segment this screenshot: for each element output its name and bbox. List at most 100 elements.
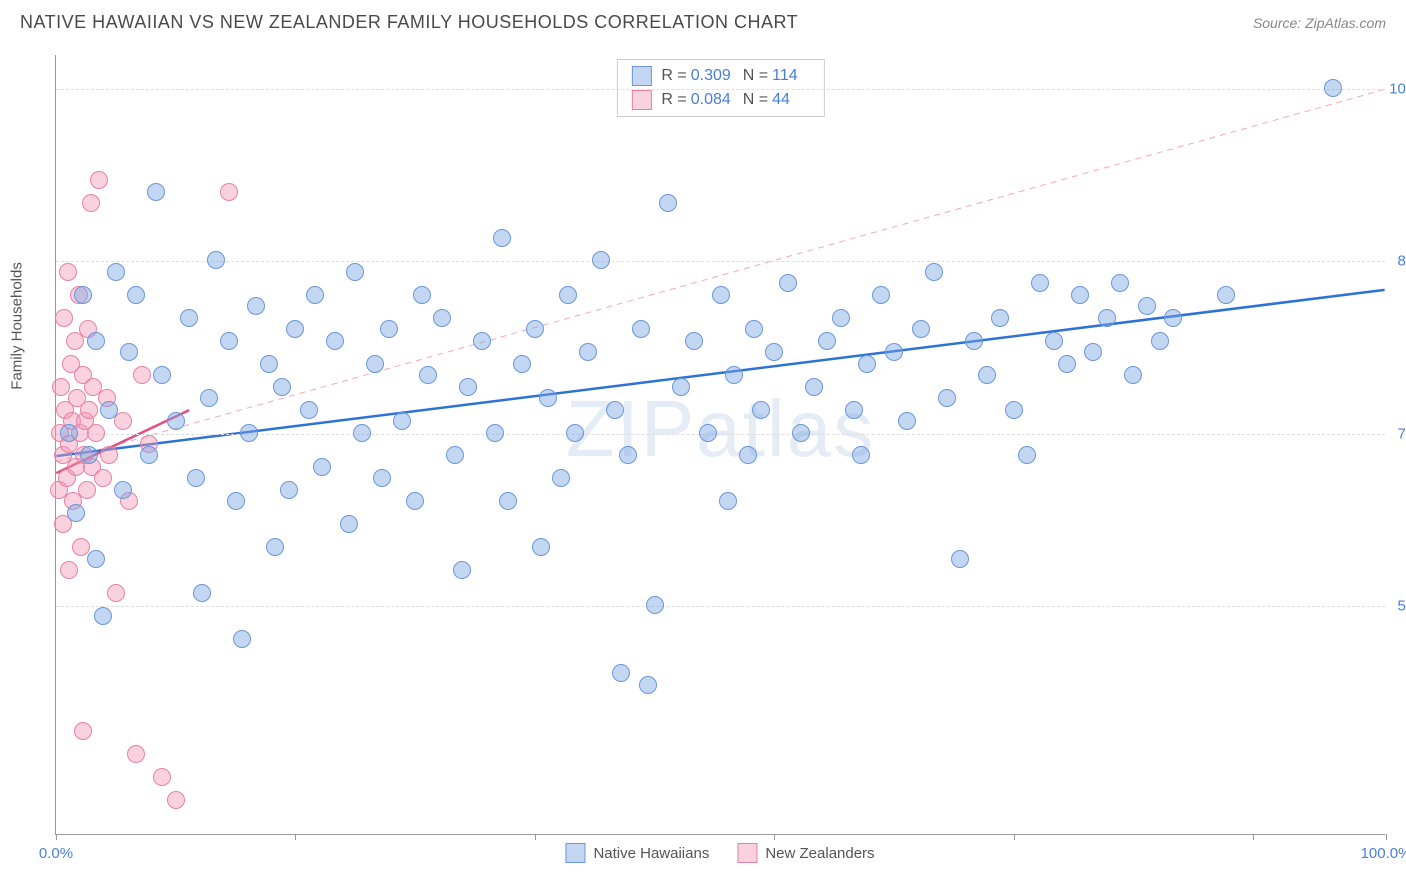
legend-label-hawaiians: Native Hawaiians [593, 845, 709, 862]
trend-lines [56, 55, 1385, 834]
data-point-newzealanders [55, 309, 73, 327]
data-point-hawaiians [1164, 309, 1182, 327]
data-point-hawaiians [60, 424, 78, 442]
n-value-newzealanders: 44 [772, 91, 790, 108]
data-point-newzealanders [78, 481, 96, 499]
chart-title: NATIVE HAWAIIAN VS NEW ZEALANDER FAMILY … [20, 12, 798, 33]
gridline-h [56, 261, 1385, 262]
r-value-newzealanders: 0.084 [691, 91, 731, 108]
data-point-hawaiians [1098, 309, 1116, 327]
data-point-hawaiians [326, 332, 344, 350]
data-point-hawaiians [74, 286, 92, 304]
legend-item-newzealanders: New Zealanders [737, 843, 874, 863]
data-point-hawaiians [719, 492, 737, 510]
data-point-hawaiians [818, 332, 836, 350]
data-point-newzealanders [100, 446, 118, 464]
data-point-hawaiians [965, 332, 983, 350]
data-point-hawaiians [898, 412, 916, 430]
data-point-hawaiians [419, 366, 437, 384]
swatch-hawaiians-bottom [565, 843, 585, 863]
data-point-hawaiians [579, 343, 597, 361]
data-point-newzealanders [94, 469, 112, 487]
data-point-hawaiians [373, 469, 391, 487]
chart-container: ZIPatlas R =0.309N =114 R =0.084N =44 55… [55, 55, 1385, 835]
data-point-hawaiians [306, 286, 324, 304]
data-point-hawaiians [499, 492, 517, 510]
legend-label-newzealanders: New Zealanders [765, 845, 874, 862]
watermark: ZIPatlas [566, 383, 875, 475]
data-point-hawaiians [566, 424, 584, 442]
data-point-newzealanders [90, 171, 108, 189]
y-tick-label: 55.0% [1397, 597, 1406, 614]
data-point-hawaiians [187, 469, 205, 487]
data-point-hawaiians [286, 320, 304, 338]
legend-item-hawaiians: Native Hawaiians [565, 843, 709, 863]
data-point-hawaiians [1217, 286, 1235, 304]
data-point-hawaiians [233, 630, 251, 648]
data-point-hawaiians [366, 355, 384, 373]
data-point-newzealanders [167, 791, 185, 809]
data-point-newzealanders [80, 401, 98, 419]
data-point-hawaiians [300, 401, 318, 419]
x-tick [535, 834, 536, 840]
data-point-newzealanders [82, 194, 100, 212]
data-point-hawaiians [107, 263, 125, 281]
data-point-hawaiians [273, 378, 291, 396]
gridline-h [56, 606, 1385, 607]
data-point-hawaiians [646, 596, 664, 614]
data-point-newzealanders [107, 584, 125, 602]
data-point-hawaiians [120, 343, 138, 361]
data-point-hawaiians [845, 401, 863, 419]
data-point-hawaiians [725, 366, 743, 384]
data-point-hawaiians [925, 263, 943, 281]
data-point-hawaiians [406, 492, 424, 510]
data-point-hawaiians [539, 389, 557, 407]
data-point-newzealanders [220, 183, 238, 201]
data-point-hawaiians [1151, 332, 1169, 350]
legend-stats-row-2: R =0.084N =44 [631, 88, 809, 112]
data-point-hawaiians [87, 332, 105, 350]
data-point-hawaiians [1138, 297, 1156, 315]
data-point-hawaiians [446, 446, 464, 464]
data-point-hawaiians [1124, 366, 1142, 384]
data-point-hawaiians [526, 320, 544, 338]
data-point-hawaiians [200, 389, 218, 407]
swatch-newzealanders [631, 90, 651, 110]
x-tick [1386, 834, 1387, 840]
data-point-hawaiians [978, 366, 996, 384]
data-point-newzealanders [87, 424, 105, 442]
data-point-hawaiians [266, 538, 284, 556]
data-point-newzealanders [74, 722, 92, 740]
data-point-hawaiians [779, 274, 797, 292]
data-point-hawaiians [951, 550, 969, 568]
data-point-hawaiians [1018, 446, 1036, 464]
data-point-hawaiians [140, 446, 158, 464]
data-point-hawaiians [559, 286, 577, 304]
r-value-hawaiians: 0.309 [691, 67, 731, 84]
data-point-hawaiians [885, 343, 903, 361]
data-point-hawaiians [991, 309, 1009, 327]
data-point-hawaiians [486, 424, 504, 442]
data-point-newzealanders [133, 366, 151, 384]
data-point-hawaiians [459, 378, 477, 396]
data-point-hawaiians [1058, 355, 1076, 373]
y-tick-label: 85.0% [1397, 253, 1406, 270]
data-point-hawaiians [127, 286, 145, 304]
data-point-hawaiians [493, 229, 511, 247]
source-label: Source: ZipAtlas.com [1253, 15, 1386, 31]
data-point-hawaiians [67, 504, 85, 522]
data-point-hawaiians [247, 297, 265, 315]
data-point-hawaiians [147, 183, 165, 201]
data-point-hawaiians [280, 481, 298, 499]
data-point-hawaiians [1005, 401, 1023, 419]
data-point-hawaiians [592, 251, 610, 269]
data-point-hawaiians [114, 481, 132, 499]
data-point-hawaiians [612, 664, 630, 682]
data-point-hawaiians [858, 355, 876, 373]
data-point-hawaiians [153, 366, 171, 384]
data-point-hawaiians [672, 378, 690, 396]
data-point-hawaiians [353, 424, 371, 442]
data-point-hawaiians [606, 401, 624, 419]
data-point-newzealanders [153, 768, 171, 786]
data-point-hawaiians [1031, 274, 1049, 292]
